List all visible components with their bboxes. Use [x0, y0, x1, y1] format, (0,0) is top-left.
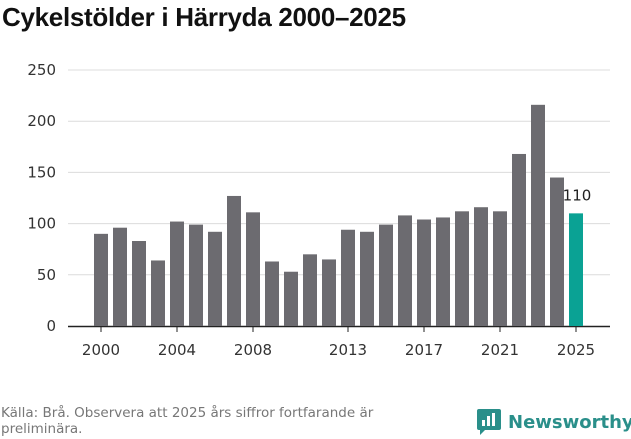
- bar: [170, 221, 184, 326]
- bar: [455, 211, 469, 326]
- bar: [322, 259, 336, 326]
- data-label: 110: [563, 186, 592, 204]
- newsworthy-logo: Newsworthy: [476, 408, 631, 436]
- bar: [265, 261, 279, 326]
- bar: [246, 212, 260, 326]
- bar: [94, 233, 108, 326]
- bar: [550, 177, 564, 326]
- y-tick-label: 200: [27, 112, 56, 130]
- y-tick-label: 150: [27, 163, 56, 181]
- bar: [227, 195, 241, 326]
- bar: [284, 271, 298, 326]
- bar: [151, 260, 165, 326]
- source-note: Källa: Brå. Observera att 2025 års siffr…: [1, 405, 374, 437]
- bar: [113, 227, 127, 326]
- bar: [474, 207, 488, 326]
- x-tick-label: 2025: [557, 341, 595, 359]
- x-tick-label: 2013: [329, 341, 367, 359]
- bar: [379, 224, 393, 326]
- x-tick-label: 2008: [234, 341, 272, 359]
- y-tick-label: 0: [46, 317, 56, 335]
- x-tick-label: 2021: [481, 341, 519, 359]
- bar: [398, 215, 412, 326]
- bar: [569, 213, 583, 326]
- bar: [436, 217, 450, 326]
- bar: [531, 104, 545, 326]
- bar: [303, 254, 317, 326]
- bar: [417, 219, 431, 326]
- bar: [341, 229, 355, 326]
- bar-chart: 0 50 100 150 200 250 2000 2004 2008 2013 2017 2021…: [27, 61, 610, 359]
- bar: [189, 224, 203, 326]
- bar-chart-icon: [477, 409, 501, 435]
- x-tick-label: 2004: [158, 341, 196, 359]
- bar: [360, 231, 374, 326]
- x-tick-label: 2017: [405, 341, 443, 359]
- y-tick-label: 50: [37, 266, 56, 284]
- bar: [493, 211, 507, 326]
- bar: [132, 241, 146, 326]
- bar: [512, 153, 526, 326]
- logo-text: Newsworthy: [508, 411, 631, 433]
- x-tick-label: 2000: [82, 341, 120, 359]
- y-tick-label: 100: [27, 215, 56, 233]
- y-tick-label: 250: [27, 61, 56, 79]
- bar: [208, 231, 222, 326]
- chart-title: Cykelstölder i Härryda 2000–2025: [2, 2, 406, 32]
